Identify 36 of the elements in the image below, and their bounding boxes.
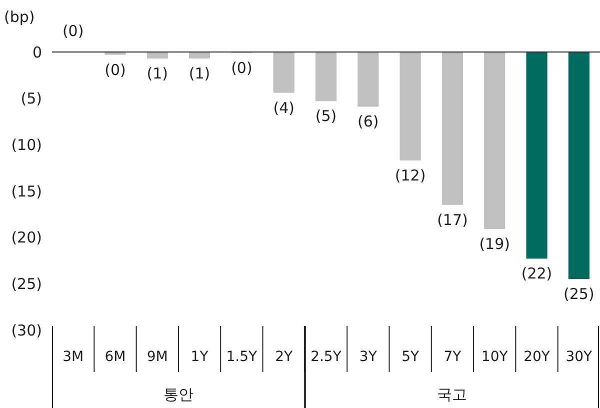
x-tick-label: 30Y <box>566 348 593 365</box>
x-tick-label: 5Y <box>402 348 420 365</box>
y-tick-label: (20) <box>11 228 42 247</box>
data-label: (1) <box>188 64 210 82</box>
x-tick-label: 7Y <box>444 348 462 365</box>
data-label: (5) <box>315 107 337 126</box>
text: 통안 <box>163 385 194 404</box>
x-tick-label: 10Y <box>481 348 508 365</box>
y-tick-label: 0 <box>32 43 42 62</box>
x-tick-label: 2Y <box>275 348 294 365</box>
x-tick-label: 20Y <box>524 348 550 365</box>
data-label: (17) <box>437 210 468 229</box>
y-axis-title: (bp) <box>4 8 35 26</box>
x-tick-label: 2.5Y <box>310 348 342 365</box>
y-tick-label: (15) <box>11 182 42 200</box>
y-tick-label: (30) <box>11 321 42 340</box>
data-label: (19) <box>479 234 510 253</box>
data-label: (4) <box>273 98 294 117</box>
x-tick-label: 1.5Y <box>226 348 258 365</box>
x-tick-label: 9M <box>146 348 168 365</box>
data-label: (0) <box>104 60 126 79</box>
x-tick-label: 3M <box>62 348 84 365</box>
data-label: (0) <box>62 22 84 40</box>
y-tick-label: (25) <box>11 274 42 293</box>
x-tick-label: 6M <box>104 348 126 365</box>
y-tick-label: (5) <box>20 90 42 108</box>
data-label: (12) <box>394 166 426 184</box>
text: 국고 <box>436 385 467 404</box>
x-tick-label: 3Y <box>359 348 378 365</box>
data-label: (25) <box>564 285 594 304</box>
data-label: (22) <box>521 264 552 283</box>
data-label: (0) <box>231 58 252 77</box>
data-label: (1) <box>146 64 168 82</box>
x-tick-label: 1Y <box>190 348 209 365</box>
data-label: (6) <box>358 112 379 131</box>
y-tick-label: (10) <box>11 136 42 154</box>
